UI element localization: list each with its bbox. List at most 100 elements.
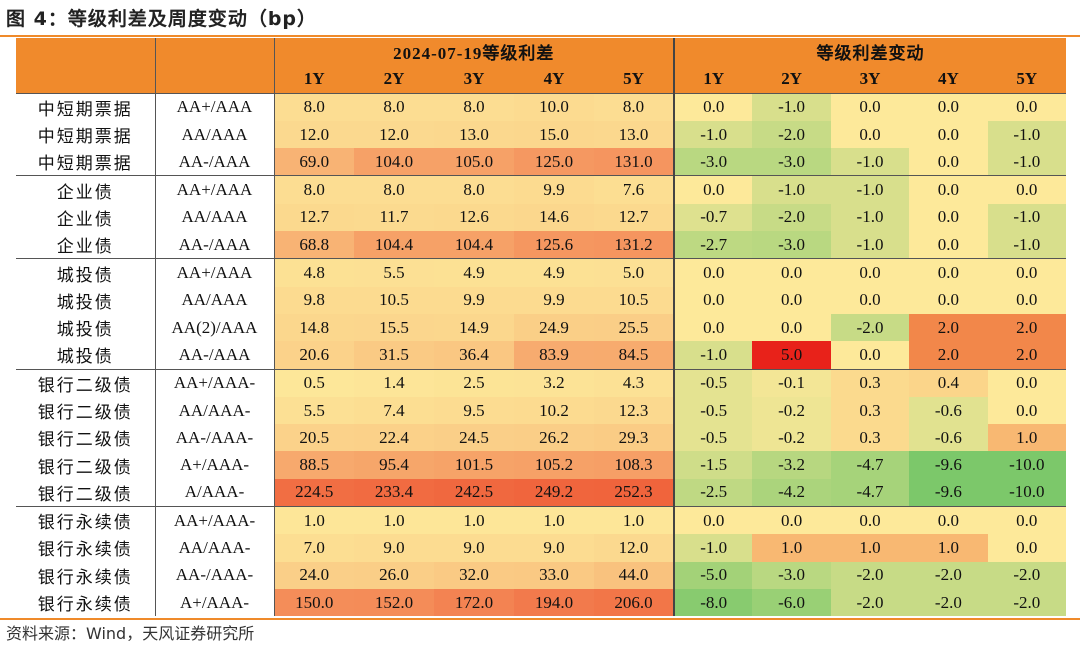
change-cell: 0.0: [830, 341, 910, 370]
change-cell: 0.0: [752, 313, 831, 342]
spread-cell: 5.5: [354, 258, 434, 287]
spread-cell: 24.9: [514, 313, 594, 342]
spread-cell: 10.2: [514, 396, 594, 425]
figure-title: 图 4：等级利差及周度变动（bp）: [6, 8, 318, 30]
change-cell: -3.0: [673, 148, 753, 176]
change-cell: -2.0: [909, 588, 988, 617]
change-cell: -9.6: [909, 451, 988, 479]
row-rating-cell: A+/AAA-: [154, 588, 274, 617]
change-cell: 0.0: [909, 231, 988, 259]
spread-cell: 88.5: [273, 451, 354, 479]
change-cell: 0.0: [987, 175, 1066, 204]
change-cell: 0.0: [909, 175, 988, 204]
header-spread-tenor: 2Y: [354, 65, 434, 94]
change-cell: 0.0: [909, 258, 988, 287]
change-cell: 0.0: [752, 258, 831, 287]
change-cell: -1.0: [673, 341, 753, 370]
spread-cell: 33.0: [514, 561, 594, 589]
change-cell: -1.0: [830, 148, 910, 176]
table-row: 银行永续债 AA-/AAA- 24.0 26.0 32.0 33.0 44.0 -5.0 -3.…: [16, 561, 1066, 589]
spread-cell: 242.5: [434, 478, 514, 507]
spread-cell: 31.5: [354, 341, 434, 370]
spread-cell: 125.6: [514, 231, 594, 259]
change-cell: 0.0: [909, 148, 988, 176]
spread-cell: 8.0: [594, 92, 675, 121]
row-rating-cell: AA-/AAA-: [154, 561, 274, 589]
spread-cell: 13.0: [594, 120, 675, 149]
row-rating-cell: AA-/AAA: [154, 148, 274, 176]
spread-cell: 4.9: [514, 258, 594, 287]
table-row: 银行永续债 AA/AAA- 7.0 9.0 9.0 9.0 12.0 -1.0 1.0 1.0 1.…: [16, 534, 1066, 562]
change-cell: -2.0: [752, 120, 831, 149]
change-cell: 0.0: [830, 258, 910, 287]
table-row: 银行二级债 A/AAA- 224.5 233.4 242.5 249.2 252.3 -2.5…: [16, 478, 1066, 507]
change-cell: 0.3: [830, 424, 910, 452]
change-cell: -1.5: [673, 451, 753, 479]
spread-cell: 1.0: [354, 506, 434, 535]
spread-cell: 233.4: [354, 478, 434, 507]
header-spread-tenor: 5Y: [594, 65, 675, 94]
spread-cell: 24.5: [434, 424, 514, 452]
row-name-cell: 企业债: [16, 175, 155, 204]
spread-cell: 104.0: [354, 148, 434, 176]
spread-cell: 83.9: [514, 341, 594, 370]
change-cell: 0.0: [830, 286, 910, 314]
header-spread-tenor: 3Y: [434, 65, 514, 94]
row-name-cell: 中短期票据: [16, 92, 155, 121]
row-name-cell: 银行永续债: [16, 588, 155, 617]
spread-cell: 8.0: [273, 175, 354, 204]
header-change-tenor: 1Y: [673, 65, 753, 94]
spread-cell: 252.3: [594, 478, 675, 507]
row-rating-cell: AA-/AAA: [154, 341, 274, 370]
spread-cell: 8.0: [354, 92, 434, 121]
change-cell: 0.0: [987, 258, 1066, 287]
change-cell: -4.7: [830, 478, 910, 507]
spread-cell: 11.7: [354, 203, 434, 232]
row-name-cell: 银行二级债: [16, 368, 155, 397]
change-cell: -2.0: [830, 588, 910, 617]
header-row-group: 2024-07-19等级利差 等级利差变动: [16, 38, 1066, 94]
spread-cell: 4.3: [594, 368, 675, 397]
change-cell: -0.5: [673, 368, 753, 397]
spread-cell: 8.0: [273, 92, 354, 121]
change-cell: 0.0: [830, 92, 910, 121]
spread-cell: 150.0: [273, 588, 354, 617]
spread-cell: 8.0: [434, 175, 514, 204]
change-cell: 0.0: [987, 506, 1066, 535]
table-row: 企业债 AA+/AAA 8.0 8.0 8.0 9.9 7.6 0.0 -1.0 -1.0 0.0 0…: [16, 175, 1066, 204]
spread-cell: 32.0: [434, 561, 514, 589]
spread-cell: 3.2: [514, 368, 594, 397]
row-name-cell: 城投债: [16, 313, 155, 342]
header-spread-tenor: 4Y: [514, 65, 594, 94]
spread-cell: 1.0: [273, 506, 354, 535]
row-name-cell: 银行永续债: [16, 534, 155, 562]
change-cell: 1.0: [987, 424, 1066, 452]
table-row: 银行二级债 AA-/AAA- 20.5 22.4 24.5 26.2 29.3 -0.5 -0.…: [16, 424, 1066, 452]
spread-cell: 44.0: [594, 561, 675, 589]
header-blank-rating: [154, 38, 274, 94]
row-rating-cell: AA-/AAA: [154, 231, 274, 259]
change-cell: -1.0: [830, 203, 910, 232]
change-cell: 0.0: [909, 92, 988, 121]
change-cell: 0.0: [673, 175, 753, 204]
table-row: 银行永续债 A+/AAA- 150.0 152.0 172.0 194.0 206.0 -8.…: [16, 588, 1066, 617]
source-rule: [0, 618, 1080, 620]
change-cell: 0.0: [987, 396, 1066, 425]
change-cell: -1.0: [987, 231, 1066, 259]
spread-cell: 9.0: [354, 534, 434, 562]
change-cell: -10.0: [987, 478, 1066, 507]
spread-cell: 101.5: [434, 451, 514, 479]
change-cell: -2.7: [673, 231, 753, 259]
change-cell: 2.0: [987, 313, 1066, 342]
table-row: 银行二级债 AA+/AAA- 0.5 1.4 2.5 3.2 4.3 -0.5 -0.1 0.3 0…: [16, 368, 1066, 397]
spread-cell: 29.3: [594, 424, 675, 452]
change-cell: 1.0: [830, 534, 910, 562]
table-row: 银行二级债 A+/AAA- 88.5 95.4 101.5 105.2 108.3 -1.5-…: [16, 451, 1066, 479]
change-cell: 0.3: [830, 368, 910, 397]
change-cell: 2.0: [909, 341, 988, 370]
change-cell: 0.0: [909, 120, 988, 149]
row-rating-cell: AA/AAA: [154, 120, 274, 149]
change-cell: -3.0: [752, 148, 831, 176]
spread-cell: 12.6: [434, 203, 514, 232]
spread-cell: 15.0: [514, 120, 594, 149]
